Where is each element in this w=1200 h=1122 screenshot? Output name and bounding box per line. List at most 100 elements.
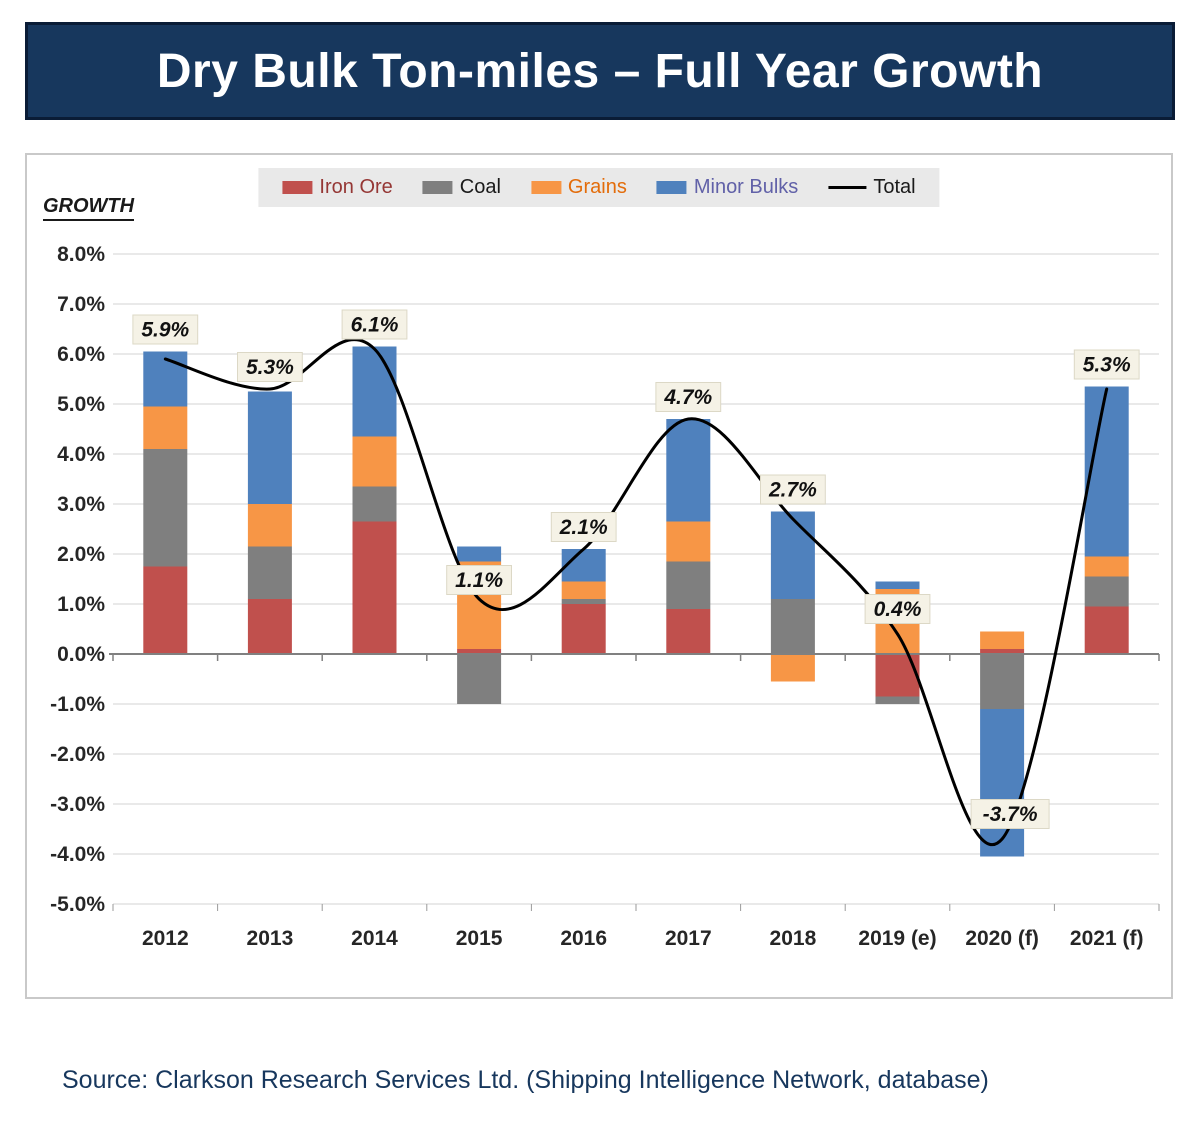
x-label-2013: 2013 [247,927,294,950]
bar-segment-grains-2012 [143,406,188,449]
data-label-2019e: 0.4% [874,598,922,621]
bar-segment-minor-bulks-2016 [561,549,606,582]
data-label-2021f: 5.3% [1083,354,1131,377]
bar-segment-iron-ore-2020f [980,649,1025,654]
y-tick-label--5.0%: -5.0% [50,893,105,916]
y-tick-label-0.0%: 0.0% [57,643,105,666]
data-label-box-2017 [655,382,722,412]
bar-segment-grains-2021f [1084,556,1129,577]
data-label-box-2018 [760,474,826,505]
data-label-2016: 2.1% [559,516,608,539]
total-line [163,338,1109,846]
legend-label: Minor Bulks [693,176,799,198]
bar-segment-minor-bulks-2013 [247,391,292,504]
data-label-2014: 6.1% [351,314,399,337]
data-label-2015: 1.1% [455,569,503,592]
bar-segment-minor-bulks-2021f [1084,386,1129,557]
y-tick-label--3.0%: -3.0% [50,793,105,816]
x-label-2020f: 2020 (f) [965,927,1039,950]
data-label-box-2019e [864,594,931,624]
data-label-2013: 5.3% [246,356,294,379]
bar-segment-coal-2012 [143,449,188,567]
y-tick-label--4.0%: -4.0% [50,843,105,866]
legend-label: Coal [459,176,501,198]
bar-segment-minor-bulks-2014 [352,346,397,437]
legend-item-grains: Grains [530,176,627,199]
bar-segment-iron-ore-2013 [247,599,292,654]
bar-segment-minor-bulks-2018 [770,511,815,599]
legend-item-coal: Coal [422,176,501,199]
y-tick-label--2.0%: -2.0% [50,743,105,766]
bar-segment-coal-2019e [875,696,920,704]
bar-segment-coal-2020f [980,654,1025,709]
x-label-2015: 2015 [456,927,503,950]
legend-label: Total [873,176,916,198]
legend: Iron Ore Coal Grains Minor Bulks Total [258,168,940,207]
y-tick-label-7.0%: 7.0% [57,293,105,316]
x-label-2021f: 2021 (f) [1070,927,1144,950]
y-tick-label-1.0%: 1.0% [57,593,105,616]
bar-segment-grains-2016 [561,581,606,599]
data-label-2018: 2.7% [768,479,817,502]
data-label-box-2014 [341,309,408,340]
x-label-2012: 2012 [142,927,189,950]
bar-segment-grains-2018 [770,654,815,682]
y-tick-label--1.0%: -1.0% [50,693,105,716]
bar-segment-iron-ore-2021f [1084,606,1129,654]
bar-segment-iron-ore-2016 [561,604,606,654]
bar-segment-iron-ore-2014 [352,521,397,654]
plot-area: 5.9% 5.3% 6.1% 1.1% 2.1% 4.7% 2.7% 0.4% -3.7% 5.3… [50,243,1160,950]
legend-color-swatch-minor-bulks [656,181,687,194]
legend-color-swatch-iron-ore [282,181,313,194]
bar-segment-iron-ore-2012 [143,566,188,654]
x-label-2018: 2018 [770,927,817,950]
data-label-box-2013 [237,352,303,382]
x-label-2016: 2016 [560,927,607,950]
data-label-2012: 5.9% [141,319,189,342]
bar-segment-iron-ore-2019e [875,654,920,697]
bar-segment-grains-2020f [980,631,1025,649]
legend-color-swatch-grains [530,181,561,194]
bar-segment-coal-2017 [666,561,711,609]
y-tick-label-5.0%: 5.0% [57,393,105,416]
bar-segment-minor-bulks-2012 [143,351,188,407]
legend-label: Grains [567,176,627,198]
bar-segment-coal-2014 [352,486,397,522]
y-tick-label-4.0%: 4.0% [57,443,105,466]
data-label-box-2012 [132,314,199,345]
y-tick-label-3.0%: 3.0% [57,493,105,516]
y-axis-title: GROWTH [43,195,135,221]
bar-segment-grains-2017 [666,521,711,562]
data-label-2017: 4.7% [663,386,712,409]
bar-segment-minor-bulks-2015 [457,546,502,562]
legend-line-swatch-total [828,186,867,189]
y-tick-label-8.0%: 8.0% [57,243,105,266]
x-label-2019e: 2019 (e) [858,927,936,950]
bar-segment-iron-ore-2015 [457,649,502,654]
chart-frame: 5.9% 5.3% 6.1% 1.1% 2.1% 4.7% 2.7% 0.4% -3.7% 5.3… [25,153,1173,999]
bar-segment-coal-2016 [561,599,606,604]
data-label-box-2021f [1073,349,1140,380]
legend-item-iron-ore: Iron Ore [282,176,393,199]
data-label-box-2016 [550,512,617,542]
x-label-2014: 2014 [351,927,398,950]
bar-segment-minor-bulks-2019e [875,581,920,589]
data-label-box-2015 [446,565,513,595]
title-bar: Dry Bulk Ton-miles – Full Year Growth [25,22,1175,120]
bar-segment-minor-bulks-2020f [980,709,1025,857]
bar-segment-minor-bulks-2017 [666,419,711,522]
source-line: Source: Clarkson Research Services Ltd. … [62,1066,989,1094]
legend-item-total: Total [828,176,916,199]
x-label-2017: 2017 [665,927,712,950]
bar-segment-coal-2018 [770,599,815,654]
bar-segment-coal-2013 [247,546,292,599]
page-title: Dry Bulk Ton-miles – Full Year Growth [156,44,1044,98]
data-label-2020f: -3.7% [983,803,1038,826]
bar-segment-iron-ore-2017 [666,609,711,654]
bar-segment-coal-2021f [1084,576,1129,607]
bar-segment-coal-2015 [457,654,502,704]
legend-item-minor-bulks: Minor Bulks [656,176,799,199]
y-tick-label-2.0%: 2.0% [57,543,105,566]
y-tick-label-6.0%: 6.0% [57,343,105,366]
